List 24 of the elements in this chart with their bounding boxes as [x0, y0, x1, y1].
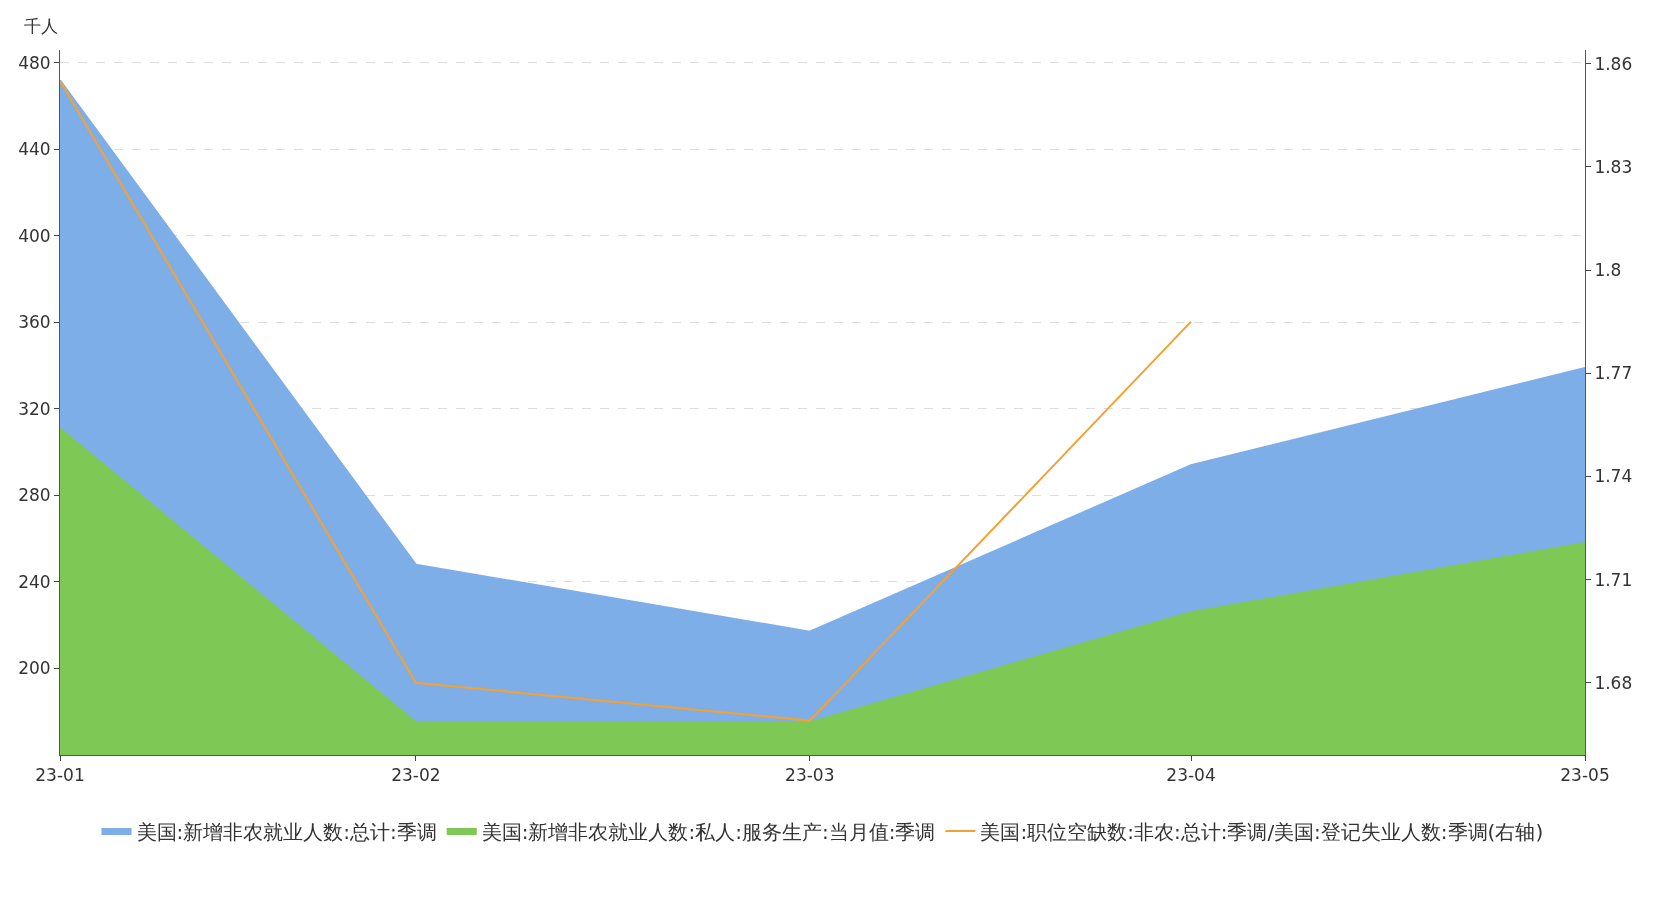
y-tick-label: 480: [18, 52, 51, 73]
y-tick-label: 240: [18, 571, 51, 592]
legend-label: 美国:新增非农就业人数:总计:季调: [136, 819, 437, 844]
legend-label: 美国:新增非农就业人数:私人:服务生产:当月值:季调: [481, 819, 936, 844]
y2-tick-label: 1.8: [1594, 260, 1622, 281]
y2-tick-label: 1.86: [1594, 53, 1633, 74]
x-tick-label: 23-01: [35, 765, 85, 786]
y-tick-label: 200: [18, 658, 51, 679]
y2-tick-label: 1.74: [1594, 466, 1633, 487]
y-tick-label: 400: [18, 225, 51, 246]
legend-label: 美国:职位空缺数:非农:总计:季调/美国:登记失业人数:季调(右轴): [980, 819, 1544, 844]
y2-tick-label: 1.77: [1594, 363, 1633, 384]
y-axis-title: 千人: [24, 16, 58, 36]
y-tick-label: 320: [18, 398, 51, 419]
x-tick-label: 23-05: [1560, 765, 1610, 786]
x-tick-label: 23-03: [785, 765, 835, 786]
x-tick-label: 23-04: [1166, 765, 1216, 786]
y2-tick-label: 1.68: [1594, 672, 1633, 693]
y-tick-label: 440: [18, 139, 51, 160]
y2-tick-label: 1.83: [1594, 156, 1633, 177]
x-tick-label: 23-02: [391, 765, 441, 786]
y-tick-label: 280: [18, 485, 51, 506]
y2-tick-label: 1.71: [1594, 569, 1633, 590]
y-tick-label: 360: [18, 312, 51, 333]
